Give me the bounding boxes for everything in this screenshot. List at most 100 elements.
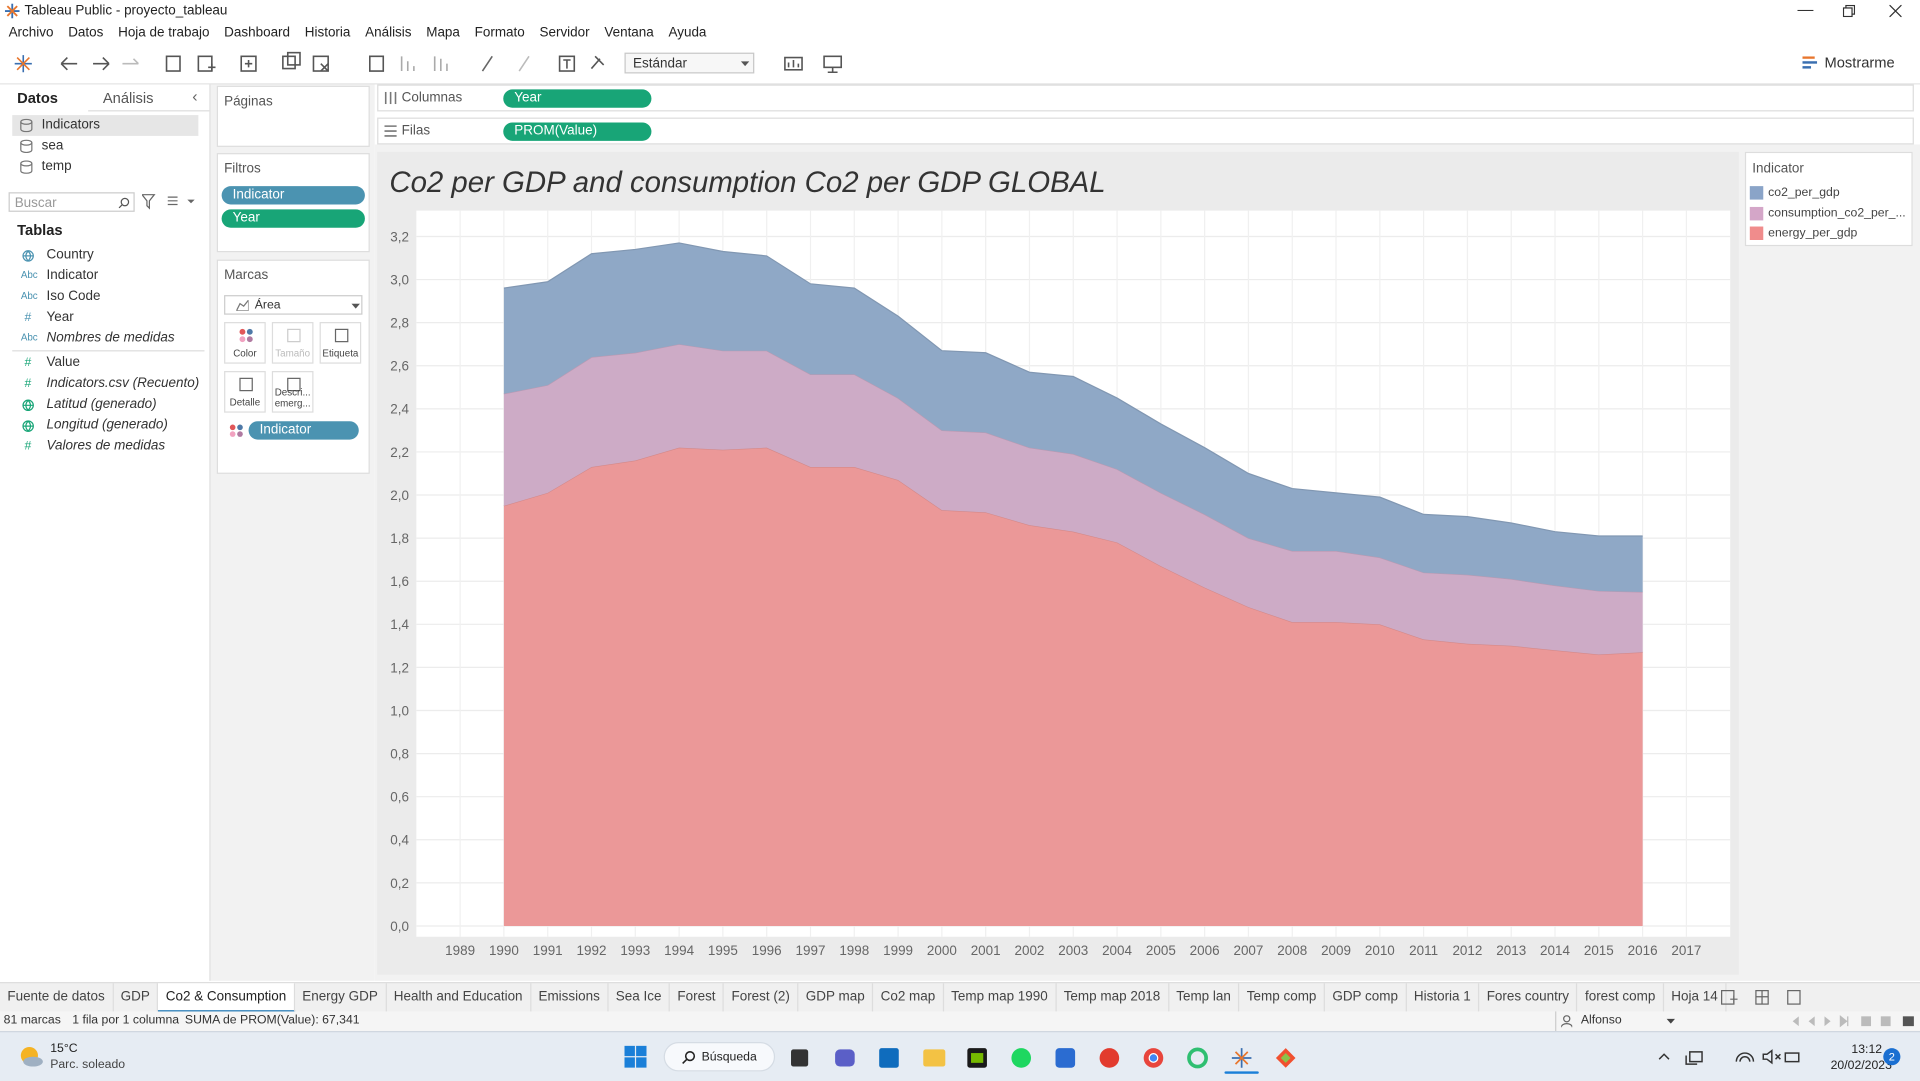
x-tick-label: 2014 (1540, 943, 1570, 958)
sheet-tab[interactable]: Forest (2) (724, 983, 799, 1013)
mark-button[interactable]: Descri... emerg... (271, 371, 314, 413)
field[interactable]: Abc Iso Code (0, 287, 209, 308)
mark-button[interactable]: Etiqueta (319, 322, 362, 364)
filters-card: Filtros Indicator Year (216, 153, 370, 253)
cylinder-body (20, 142, 33, 154)
sheet-tab[interactable]: Temp map 1990 (944, 983, 1057, 1013)
taskbar-search[interactable]: Búsqueda (663, 1042, 776, 1072)
title-bar: Tableau Public - proyecto_tableau — (0, 0, 1920, 23)
mark-type-dropdown[interactable]: Área (224, 295, 363, 315)
field[interactable]: Latitud (generado) (0, 394, 209, 415)
sheet-tab[interactable]: Fores country (1479, 983, 1578, 1013)
toolbar: Estándar Mostrarme (0, 44, 1920, 85)
field[interactable]: Country (0, 245, 209, 266)
start-button[interactable] (624, 1045, 647, 1068)
data-source[interactable]: temp (12, 157, 198, 178)
menu-item[interactable]: Datos (68, 25, 104, 41)
legend: Indicator co2_per_gdp consumption_co2_per… (1744, 151, 1913, 247)
globe-lines (23, 399, 34, 412)
field[interactable]: # Valores de medidas (0, 436, 209, 457)
system-tray[interactable] (1656, 1048, 1803, 1065)
close-button[interactable] (1889, 4, 1902, 18)
field-name: Latitud (generado) (46, 396, 157, 412)
sheet-tab[interactable]: Temp lan (1169, 983, 1240, 1013)
columns-label: Columnas (401, 90, 463, 106)
mark-button-icon (334, 328, 349, 343)
user-icon (1561, 1015, 1573, 1028)
filter-pill[interactable]: Indicator (221, 186, 365, 205)
data-source[interactable]: sea (12, 136, 198, 157)
field-geo-icon (22, 420, 34, 432)
user-menu[interactable]: Alfonso (1555, 1011, 1679, 1032)
sheet-tab[interactable]: Sea Ice (608, 983, 671, 1013)
x-tick-label: 1994 (664, 943, 694, 958)
menu-item[interactable]: Ayuda (668, 25, 707, 41)
sheet-tab[interactable]: forest comp (1578, 983, 1664, 1013)
mark-button-icon (287, 377, 301, 392)
marks-pill[interactable]: Indicator (248, 421, 359, 440)
sheet-tab[interactable]: Co2 & Consumption (158, 983, 295, 1013)
analysis-tab[interactable]: Análisis (102, 89, 154, 107)
sheet-tab[interactable]: Fuente de datos (0, 983, 114, 1013)
sheet-tab[interactable]: Forest (670, 983, 725, 1013)
sheet-tab[interactable]: Health and Education (386, 983, 532, 1013)
field[interactable]: # Year (0, 307, 209, 328)
data-source[interactable]: Indicators (12, 115, 199, 136)
sheet-tab[interactable]: Energy GDP (295, 983, 387, 1013)
taskbar-apps[interactable] (784, 1042, 1311, 1074)
field[interactable]: Abc Nombres de medidas (0, 328, 209, 349)
chart-title: Co2 per GDP and consumption Co2 per GDP … (389, 166, 1105, 199)
menu-item[interactable]: Formato (474, 25, 525, 41)
sheet-tab[interactable]: GDP map (798, 983, 874, 1013)
sheet-tab[interactable]: Temp map 2018 (1056, 983, 1169, 1013)
sheet-tab[interactable]: Emissions (531, 983, 609, 1013)
menu-item[interactable]: Dashboard (224, 25, 291, 41)
mark-button[interactable]: Color (224, 322, 266, 364)
sheet-tab[interactable]: GDP comp (1325, 983, 1407, 1013)
sheet-tab[interactable]: Co2 map (873, 983, 944, 1013)
data-source-icon (20, 139, 33, 154)
menu-item[interactable]: Servidor (539, 25, 590, 41)
restore-button[interactable] (1842, 4, 1856, 18)
legend-item[interactable]: energy_per_gdp (1749, 225, 1909, 242)
menu-item[interactable]: Historia (304, 25, 351, 41)
show-me-label: Mostrarme (1824, 53, 1895, 72)
mark-button[interactable]: Tamaño (271, 322, 314, 364)
menu-item[interactable]: Archivo (8, 25, 54, 41)
y-tick-label: 3,0 (390, 272, 409, 287)
field[interactable]: # Value (0, 353, 209, 374)
columns-pill[interactable]: Year (503, 89, 652, 108)
rows-pill[interactable]: PROM(Value) (503, 122, 652, 141)
new-sheet-buttons[interactable] (1719, 989, 1805, 1006)
legend-swatch (1749, 186, 1764, 200)
menu-bar: Archivo Datos Hoja de trabajo Dashboard Hist… (9, 26, 707, 41)
fit-dropdown[interactable]: Estándar (624, 52, 755, 74)
sheet-tab[interactable]: GDP (113, 983, 159, 1013)
x-tick-label: 1996 (752, 943, 782, 958)
field-name: Nombres de medidas (46, 330, 175, 346)
cylinder-top (20, 160, 33, 167)
search-box[interactable]: Buscar (8, 192, 135, 212)
minimize-button[interactable]: — (1797, 0, 1814, 19)
sheet-tab[interactable]: Hoja 14 (1664, 983, 1727, 1013)
menu-item[interactable]: Ventana (604, 25, 654, 41)
x-tick-label: 2008 (1277, 943, 1307, 958)
mark-button[interactable]: Detalle (224, 371, 266, 413)
notification-badge[interactable]: 2 (1883, 1048, 1901, 1066)
legend-item[interactable]: consumption_co2_per_... (1749, 205, 1909, 222)
x-tick-label: 2009 (1321, 943, 1351, 958)
legend-item[interactable]: co2_per_gdp (1749, 185, 1909, 202)
sheet-tab[interactable]: Historia 1 (1407, 983, 1480, 1013)
field[interactable]: Abc Indicator (0, 266, 209, 287)
field[interactable]: Longitud (generado) (0, 415, 209, 436)
collapse-button[interactable]: ‹ (192, 86, 198, 106)
menu-item[interactable]: Mapa (426, 25, 460, 41)
data-tab[interactable]: Datos (17, 89, 58, 107)
sheet-tab[interactable]: Temp comp (1239, 983, 1325, 1013)
menu-item[interactable]: Análisis (365, 25, 412, 41)
menu-item[interactable]: Hoja de trabajo (118, 25, 210, 41)
mark-button-icon (239, 328, 253, 343)
filter-pill[interactable]: Year (221, 209, 365, 228)
field[interactable]: # Indicators.csv (Recuento) (0, 373, 209, 394)
